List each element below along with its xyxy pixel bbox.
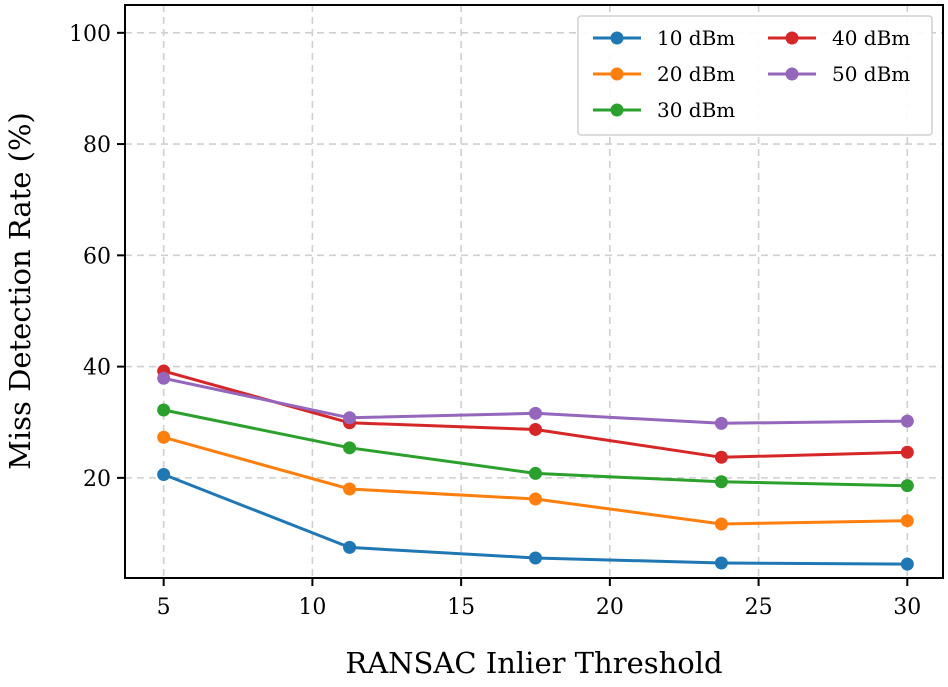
x-tick-label: 20 [596,595,624,620]
legend-marker [785,67,799,81]
legend-item: 40 dBm [768,26,910,50]
data-point [343,540,357,554]
data-point [714,475,728,489]
data-point [157,468,171,482]
legend: 10 dBm 20 dBm 30 dBm 40 dBm 50 dBm [577,15,933,136]
y-axis-label: Miss Detection Rate (%) [3,112,37,470]
legend-label: 40 dBm [832,26,910,50]
data-point [528,492,542,506]
data-point [900,514,914,528]
data-point [157,403,171,417]
data-point [900,445,914,459]
data-point [714,450,728,464]
series-layer [157,364,914,571]
data-point [900,479,914,493]
data-point [714,517,728,531]
series-line [163,473,908,566]
series-20-dbm [157,430,914,531]
legend-marker [785,31,799,45]
x-tick-label: 15 [447,595,475,620]
legend-marker [610,31,624,45]
legend-marker [610,103,624,117]
data-point [900,557,914,571]
legend-item: 30 dBm [593,98,735,122]
data-point [714,556,728,570]
legend-label: 30 dBm [657,98,735,122]
legend-box [577,15,933,136]
legend-item: 20 dBm [593,62,735,86]
data-point [900,414,914,428]
x-tick-label: 5 [157,595,171,620]
legend-label: 10 dBm [657,26,735,50]
x-tick-label: 10 [298,595,326,620]
x-tick-label: 25 [745,595,773,620]
series-50-dbm [157,371,914,430]
series-30-dbm [157,403,914,493]
legend-marker [610,67,624,81]
data-point [528,466,542,480]
y-tick-label: 40 [83,356,111,381]
plot-frame [124,4,944,579]
series-10-dbm [157,468,914,571]
data-point [528,551,542,565]
data-point [528,422,542,436]
data-point [714,416,728,430]
y-tick-label: 60 [83,244,111,269]
legend-label: 50 dBm [832,62,910,86]
x-axis-label: RANSAC Inlier Threshold [345,646,722,680]
y-tick-label: 80 [83,133,111,158]
x-tick-label: 30 [893,595,921,620]
legend-item: 10 dBm [593,26,735,50]
data-point [343,482,357,496]
legend-item: 50 dBm [768,62,910,86]
y-tick-label: 100 [69,22,111,47]
data-point [343,411,357,425]
data-point [157,371,171,385]
data-point [343,441,357,455]
series-line [163,435,908,526]
data-point [157,430,171,444]
legend-label: 20 dBm [657,62,735,86]
data-point [528,406,542,420]
ticks: 5 10 15 20 25 30 20 40 60 80 100 [69,22,921,620]
y-tick-label: 20 [83,467,111,492]
